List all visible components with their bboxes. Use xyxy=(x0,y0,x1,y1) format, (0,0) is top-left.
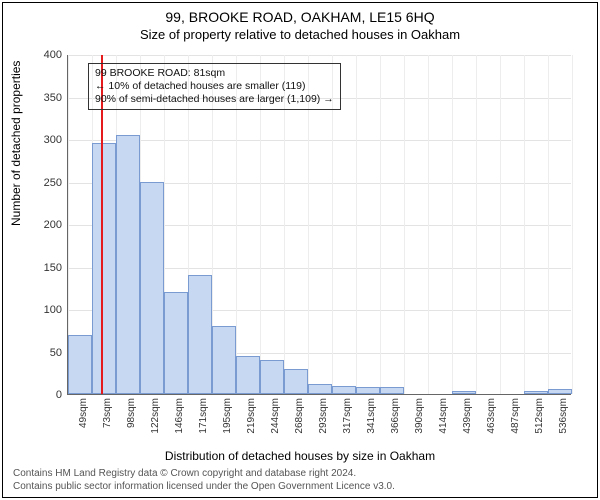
annotation-line: 99 BROOKE ROAD: 81sqm xyxy=(95,67,334,80)
x-tick-label: 536sqm xyxy=(558,398,569,434)
y-tick-label: 300 xyxy=(44,134,62,146)
y-axis-label: Number of detached properties xyxy=(9,61,23,226)
x-tick-label: 171sqm xyxy=(198,398,209,434)
y-tick-label: 350 xyxy=(44,92,62,104)
copyright: Contains HM Land Registry data © Crown c… xyxy=(13,468,395,493)
gridline-h xyxy=(68,140,571,141)
copyright-line: Contains HM Land Registry data © Crown c… xyxy=(13,468,395,481)
annotation-line: ← 10% of detached houses are smaller (11… xyxy=(95,80,334,93)
gridline-v xyxy=(500,55,501,394)
x-tick-label: 195sqm xyxy=(222,398,233,434)
histogram-bar xyxy=(524,391,548,394)
histogram-bar xyxy=(260,360,284,394)
histogram-bar xyxy=(236,356,260,394)
histogram-plot: 05010015020025030035040049sqm73sqm98sqm1… xyxy=(67,55,571,395)
page-title: 99, BROOKE ROAD, OAKHAM, LE15 6HQ xyxy=(3,9,597,25)
gridline-v xyxy=(452,55,453,394)
x-tick-label: 366sqm xyxy=(390,398,401,434)
gridline-h xyxy=(68,55,571,56)
x-tick-label: 293sqm xyxy=(318,398,329,434)
histogram-bar xyxy=(116,135,140,394)
x-tick-label: 146sqm xyxy=(174,398,185,434)
y-tick-label: 200 xyxy=(44,219,62,231)
y-tick-label: 250 xyxy=(44,177,62,189)
x-tick-label: 244sqm xyxy=(270,398,281,434)
histogram-bar xyxy=(188,275,212,394)
x-tick-label: 439sqm xyxy=(462,398,473,434)
x-tick-label: 73sqm xyxy=(102,398,113,428)
x-tick-label: 390sqm xyxy=(414,398,425,434)
x-axis-label: Distribution of detached houses by size … xyxy=(3,449,597,463)
gridline-v xyxy=(524,55,525,394)
y-tick-label: 0 xyxy=(56,389,62,401)
histogram-bar xyxy=(308,384,332,394)
x-tick-label: 487sqm xyxy=(510,398,521,434)
histogram-bar xyxy=(284,369,308,395)
histogram-bar xyxy=(92,143,116,394)
gridline-v xyxy=(428,55,429,394)
y-tick-label: 400 xyxy=(44,49,62,61)
gridline-v xyxy=(380,55,381,394)
x-tick-label: 512sqm xyxy=(534,398,545,434)
gridline-v xyxy=(548,55,549,394)
gridline-v xyxy=(572,55,573,394)
page-subtitle: Size of property relative to detached ho… xyxy=(3,27,597,42)
gridline-v xyxy=(356,55,357,394)
x-tick-label: 98sqm xyxy=(126,398,137,428)
histogram-bar xyxy=(548,389,572,394)
gridline-v xyxy=(404,55,405,394)
histogram-bar xyxy=(140,182,164,395)
y-tick-label: 50 xyxy=(50,347,62,359)
y-tick-label: 150 xyxy=(44,262,62,274)
copyright-line: Contains public sector information licen… xyxy=(13,481,395,494)
x-tick-label: 341sqm xyxy=(366,398,377,434)
annotation-line: 90% of semi-detached houses are larger (… xyxy=(95,93,334,106)
histogram-bar xyxy=(212,326,236,394)
histogram-bar xyxy=(380,387,404,394)
x-tick-label: 317sqm xyxy=(342,398,353,434)
x-tick-label: 463sqm xyxy=(486,398,497,434)
x-tick-label: 268sqm xyxy=(294,398,305,434)
annotation-box: 99 BROOKE ROAD: 81sqm← 10% of detached h… xyxy=(88,63,341,110)
histogram-bar xyxy=(332,386,356,395)
x-tick-label: 49sqm xyxy=(78,398,89,428)
histogram-bar xyxy=(68,335,92,395)
x-tick-label: 219sqm xyxy=(246,398,257,434)
y-tick-label: 100 xyxy=(44,304,62,316)
gridline-v xyxy=(476,55,477,394)
x-tick-label: 122sqm xyxy=(150,398,161,434)
histogram-bar xyxy=(164,292,188,394)
histogram-bar xyxy=(356,387,380,394)
x-tick-label: 414sqm xyxy=(438,398,449,434)
histogram-bar xyxy=(452,391,476,394)
chart-frame: 99, BROOKE ROAD, OAKHAM, LE15 6HQ Size o… xyxy=(2,2,598,498)
